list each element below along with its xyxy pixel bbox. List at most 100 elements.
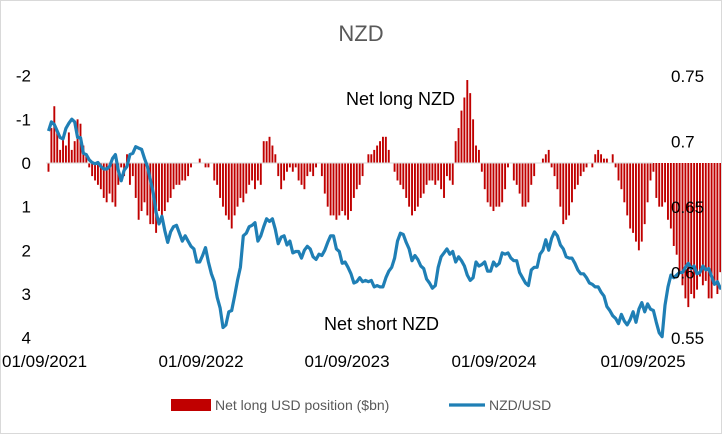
bar [332, 163, 335, 216]
bar [405, 163, 408, 198]
bar [591, 163, 594, 168]
bar [437, 163, 440, 181]
bar [696, 163, 698, 290]
bar [658, 163, 661, 207]
bar [530, 163, 533, 185]
bar [88, 163, 91, 168]
bar [440, 163, 443, 190]
bar [59, 149, 62, 163]
bar [323, 163, 326, 194]
bar [175, 163, 178, 185]
bar [134, 163, 137, 198]
bar [434, 163, 437, 185]
bar [312, 163, 315, 177]
bar [684, 163, 687, 299]
bar [219, 163, 222, 198]
bar [495, 163, 498, 207]
bar [541, 158, 544, 163]
bar [521, 163, 524, 207]
bar [382, 136, 384, 163]
bar [518, 163, 521, 194]
bar [204, 163, 207, 168]
bar [355, 163, 358, 190]
right-tick-label: 0.6 [671, 264, 695, 283]
bar [576, 163, 579, 185]
bar [425, 163, 428, 185]
bar [361, 163, 364, 177]
bar [501, 163, 504, 203]
bar [233, 163, 236, 216]
bar [207, 163, 210, 168]
left-tick-label: 1 [22, 198, 31, 217]
bar [562, 163, 565, 225]
bar [632, 163, 635, 233]
bar [131, 163, 134, 177]
right-tick-label: 0.7 [671, 133, 695, 152]
bar [524, 163, 527, 207]
bar [611, 154, 614, 163]
bar [448, 163, 451, 181]
bar [262, 141, 265, 163]
left-tick-label: -1 [16, 110, 31, 129]
x-tick-label: 01/09/2023 [304, 352, 389, 371]
bar [626, 163, 629, 216]
bar [47, 163, 50, 172]
bar [303, 163, 306, 190]
bar [329, 163, 332, 216]
bar [445, 163, 448, 177]
bar [283, 163, 286, 181]
legend-bar-swatch [171, 399, 211, 411]
bar [140, 163, 143, 212]
bar [376, 145, 379, 163]
bar [300, 163, 303, 185]
bar [559, 163, 562, 207]
bar [664, 163, 666, 203]
bar [416, 163, 419, 207]
bar [294, 163, 297, 168]
bar [254, 163, 256, 190]
bar [687, 163, 690, 308]
bar [472, 119, 475, 163]
bar [623, 163, 626, 203]
bar [126, 154, 128, 163]
left-tick-label: 2 [22, 241, 31, 260]
bar [675, 163, 678, 255]
bar [480, 163, 483, 172]
bar [571, 163, 573, 203]
bar [242, 163, 245, 203]
bar [507, 163, 509, 168]
bar [341, 163, 344, 212]
bar [347, 163, 349, 220]
bar [350, 163, 352, 212]
bar [477, 149, 480, 163]
bar [291, 163, 294, 172]
bar [224, 163, 227, 216]
bar [597, 149, 600, 163]
annotation-net-short: Net short NZD [324, 314, 439, 334]
x-tick-label: 01/09/2021 [2, 352, 87, 371]
bar [422, 163, 425, 194]
bar [483, 163, 486, 190]
bar [544, 154, 547, 163]
bar [190, 163, 192, 168]
bar [213, 163, 216, 181]
bar [259, 163, 262, 185]
bar [637, 163, 640, 251]
bar [667, 163, 669, 220]
bar [358, 163, 361, 185]
bar [605, 158, 608, 163]
bar [411, 163, 413, 216]
bar [367, 154, 370, 163]
bar [710, 163, 713, 299]
bar [716, 163, 719, 294]
bar [268, 136, 271, 163]
nzdusd-line [46, 117, 721, 339]
bar [137, 163, 140, 220]
bar [486, 163, 489, 203]
bar [143, 163, 146, 203]
bar [719, 163, 721, 273]
bar [603, 158, 605, 163]
x-tick-label: 01/09/2022 [158, 352, 243, 371]
bar [53, 106, 56, 163]
